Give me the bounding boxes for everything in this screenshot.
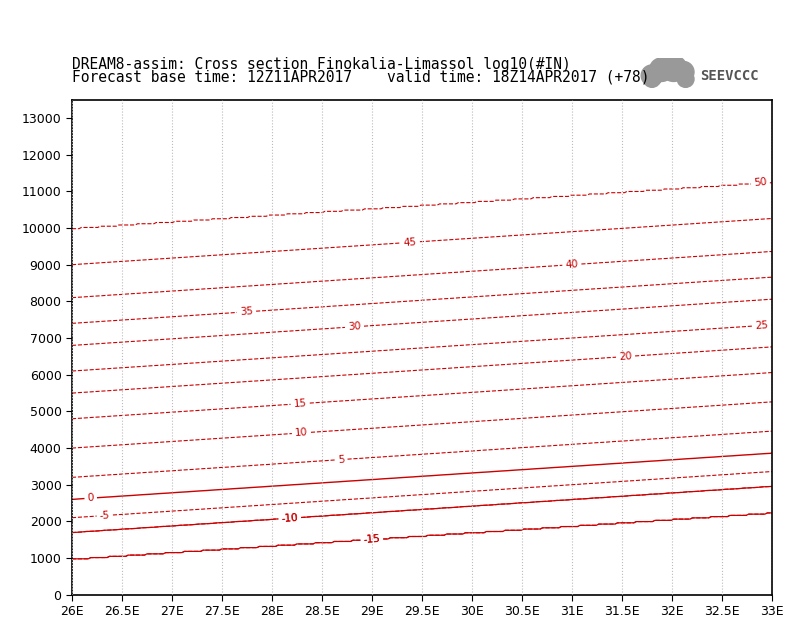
Text: 45: 45	[403, 237, 418, 248]
Text: -15: -15	[363, 534, 381, 545]
Text: 10: 10	[294, 428, 308, 439]
Text: SEEVCCC: SEEVCCC	[700, 69, 758, 82]
Text: -5: -5	[99, 511, 110, 521]
Circle shape	[650, 58, 674, 82]
Circle shape	[673, 61, 694, 82]
Circle shape	[677, 71, 694, 87]
Text: 50: 50	[754, 177, 767, 188]
Text: 30: 30	[347, 322, 362, 332]
Text: 0: 0	[87, 493, 94, 503]
Text: 20: 20	[618, 351, 633, 362]
Text: DREAM8-assim: Cross section Finokalia-Limassol log10(#IN): DREAM8-assim: Cross section Finokalia-Li…	[72, 57, 570, 72]
Text: 40: 40	[565, 259, 578, 270]
Text: 5: 5	[338, 455, 345, 465]
Circle shape	[661, 55, 687, 82]
Text: 35: 35	[239, 307, 254, 317]
Circle shape	[642, 65, 662, 86]
Text: Forecast base time: 12Z11APR2017    valid time: 18Z14APR2017 (+78): Forecast base time: 12Z11APR2017 valid t…	[72, 70, 650, 85]
Text: -10: -10	[281, 512, 298, 524]
Text: 15: 15	[294, 398, 307, 409]
Circle shape	[643, 71, 661, 87]
Text: 25: 25	[755, 320, 769, 331]
Text: -15: -15	[363, 534, 381, 545]
Text: -10: -10	[281, 512, 298, 524]
